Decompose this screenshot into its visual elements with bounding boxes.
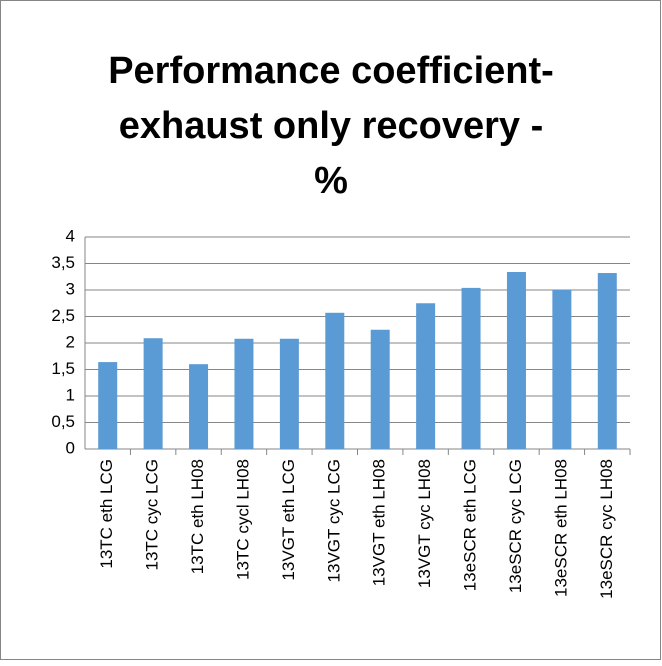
- y-tick-label: 2: [66, 332, 75, 351]
- chart-title: exhaust only recovery -: [119, 105, 544, 147]
- x-tick-label: 13TC cyc LCG: [143, 459, 162, 570]
- bar: [189, 364, 209, 449]
- bar: [143, 338, 163, 449]
- bar: [461, 287, 481, 449]
- y-tick-label: 1: [66, 385, 75, 404]
- bar: [506, 271, 526, 449]
- x-tick-label: 13eSCR cyc LCG: [506, 459, 525, 593]
- x-tick-label: 13VGT cyc LH08: [415, 459, 434, 588]
- x-tick-label: 13eSCR eth LH08: [551, 459, 570, 597]
- y-tick-label: 2,5: [51, 306, 75, 325]
- x-tick-label: 13TC eth LCG: [97, 459, 116, 569]
- x-tick-label: 13VGT eth LCG: [279, 459, 298, 581]
- x-tick-label: 13TC cycl LH08: [233, 459, 252, 580]
- bar: [234, 338, 254, 449]
- x-tick-label: 13eSCR eth LCG: [461, 459, 480, 591]
- x-tick-label: 13eSCR cyc LH08: [597, 459, 616, 599]
- y-tick-label: 0,5: [51, 412, 75, 431]
- bar: [279, 338, 299, 449]
- x-tick-label: 13VGT cyc LCG: [324, 459, 343, 582]
- y-tick-label: 0: [66, 438, 75, 457]
- y-tick-label: 4: [66, 226, 75, 245]
- chart-title: Performance coefficient-: [108, 50, 554, 92]
- y-tick-label: 1,5: [51, 359, 75, 378]
- chart-title: %: [314, 160, 348, 202]
- x-tick-label: 13VGT eth LH08: [370, 459, 389, 586]
- y-tick-label: 3,5: [51, 253, 75, 272]
- bar: [597, 273, 617, 449]
- bar: [325, 312, 345, 449]
- bar: [416, 303, 436, 449]
- y-tick-label: 3: [66, 279, 75, 298]
- x-tick-label: 13TC eth LH08: [188, 459, 207, 574]
- bar: [98, 362, 118, 449]
- bar: [552, 290, 572, 449]
- bar: [370, 329, 390, 449]
